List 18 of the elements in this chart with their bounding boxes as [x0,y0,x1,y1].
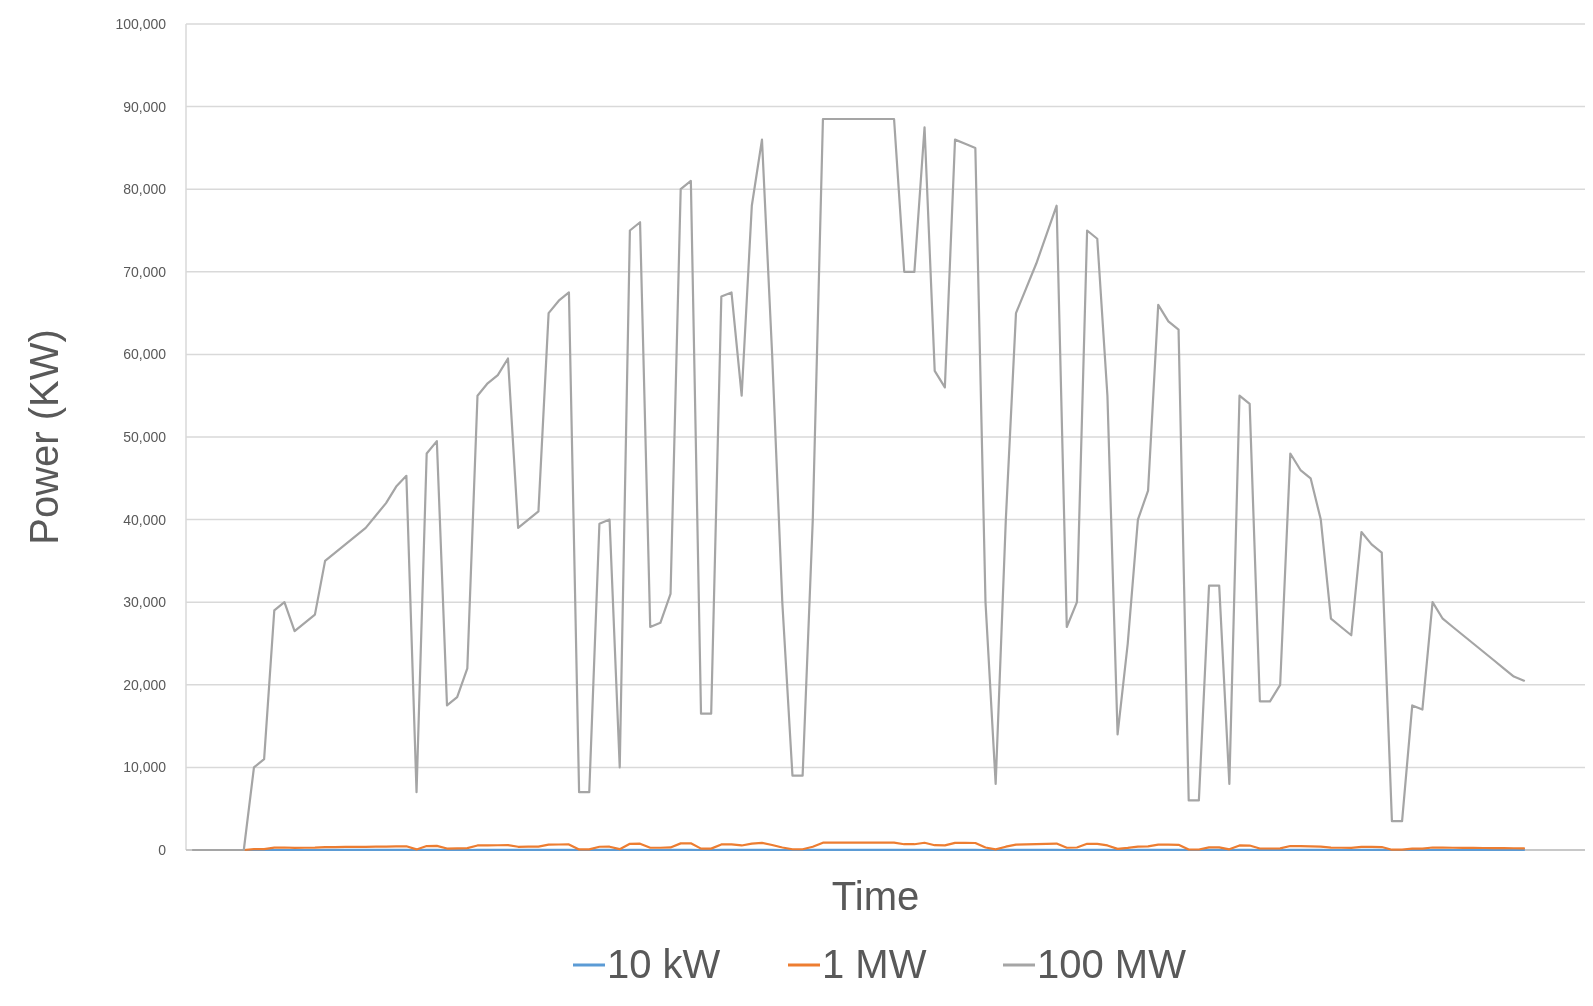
y-tick-label: 0 [158,841,167,858]
y-tick-label: 70,000 [123,263,167,280]
y-tick-label: 40,000 [123,511,167,528]
legend-label: 1 MW [822,942,927,986]
y-tick-label: 60,000 [123,346,167,363]
line-series [242,841,1526,852]
y-tick-label: 80,000 [123,181,167,198]
x-axis-title: Time [831,874,920,918]
y-tick-label: 20,000 [123,676,167,693]
line-series [191,117,1526,852]
y-tick-label: 10,000 [123,759,167,776]
legend-label: 10 kW [607,942,721,986]
y-tick-label: 50,000 [123,428,167,445]
y-axis-title: Power (KW) [22,329,66,545]
y-tick-label: 100,000 [115,15,167,32]
y-tick-label: 90,000 [123,98,167,115]
y-tick-label: 30,000 [123,594,167,611]
legend-label: 100 MW [1037,942,1187,986]
